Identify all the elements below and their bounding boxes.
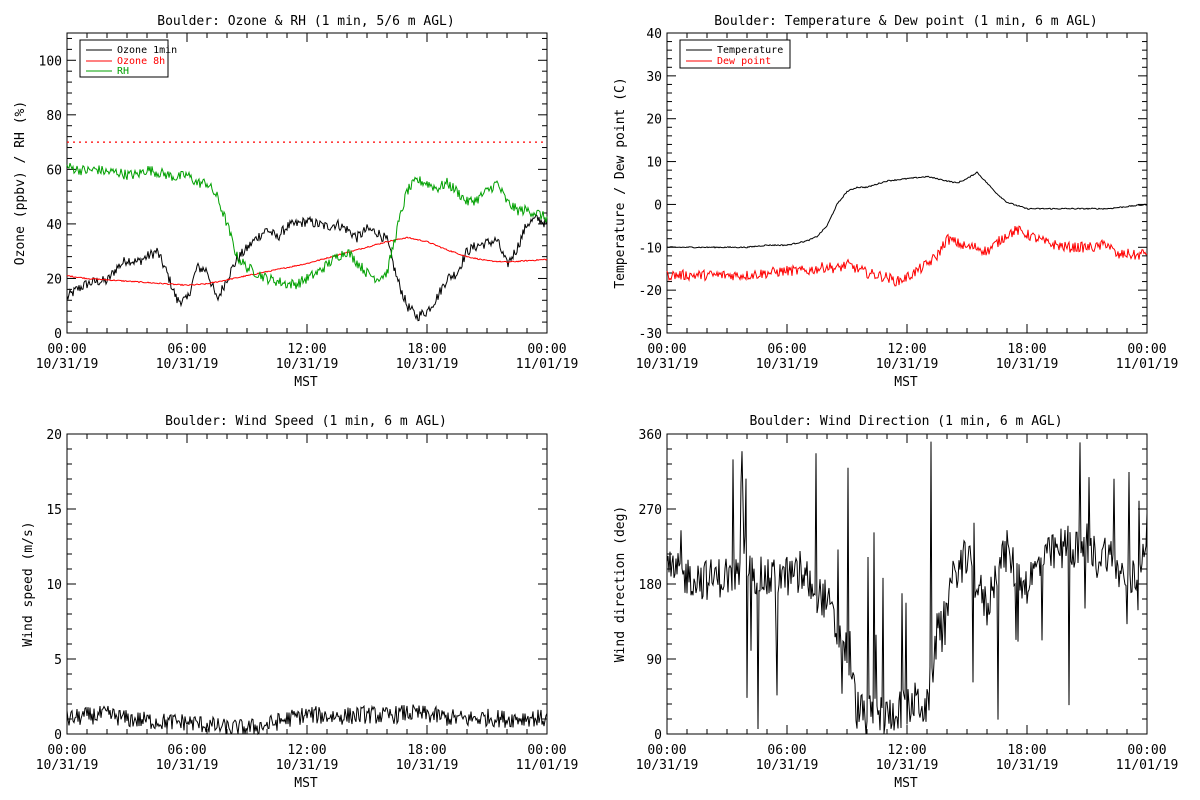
x-tick-label: 00:00 bbox=[527, 342, 566, 357]
x-tick-label: 00:00 bbox=[1127, 342, 1166, 357]
y-tick-label: 10 bbox=[46, 578, 62, 593]
y-axis-label: Wind speed (m/s) bbox=[21, 521, 36, 646]
y-tick-label: 10 bbox=[646, 156, 662, 171]
x-tick-date: 10/31/19 bbox=[876, 357, 939, 372]
y-tick-label: 0 bbox=[54, 327, 62, 342]
y-tick-label: -20 bbox=[639, 284, 662, 299]
x-tick-date: 10/31/19 bbox=[396, 758, 459, 773]
series-line bbox=[66, 162, 548, 290]
x-tick-label: 00:00 bbox=[47, 743, 86, 758]
x-tick-label: 00:00 bbox=[647, 743, 686, 758]
x-tick-date: 10/31/19 bbox=[636, 758, 699, 773]
y-tick-label: 90 bbox=[646, 653, 662, 668]
x-tick-date: 11/01/19 bbox=[516, 758, 579, 773]
x-tick-label: 00:00 bbox=[647, 342, 686, 357]
series-line bbox=[66, 236, 548, 287]
x-tick-date: 10/31/19 bbox=[756, 357, 819, 372]
y-tick-label: 15 bbox=[46, 503, 62, 518]
y-tick-label: -10 bbox=[639, 241, 662, 256]
x-tick-date: 10/31/19 bbox=[756, 758, 819, 773]
y-tick-label: 0 bbox=[654, 728, 662, 743]
x-tick-label: 18:00 bbox=[407, 743, 446, 758]
plot-frame bbox=[666, 32, 1148, 334]
y-tick-label: 270 bbox=[639, 503, 662, 518]
y-tick-label: -30 bbox=[639, 327, 662, 342]
y-tick-label: 40 bbox=[646, 27, 662, 42]
x-tick-label: 12:00 bbox=[287, 342, 326, 357]
y-tick-label: 30 bbox=[646, 70, 662, 85]
x-tick-date: 10/31/19 bbox=[636, 357, 699, 372]
legend: Temperature Dew point bbox=[679, 39, 791, 69]
x-tick-label: 06:00 bbox=[767, 743, 806, 758]
y-tick-label: 100 bbox=[39, 54, 62, 69]
panel-wind-direction: Boulder: Wind Direction (1 min, 6 m AGL)… bbox=[613, 414, 1178, 791]
chart-title: Boulder: Wind Direction (1 min, 6 m AGL) bbox=[749, 414, 1062, 429]
x-tick-label: 00:00 bbox=[527, 743, 566, 758]
plot-frame bbox=[66, 433, 548, 735]
chart-title: Boulder: Wind Speed (1 min, 6 m AGL) bbox=[165, 414, 447, 429]
x-tick-label: 00:00 bbox=[47, 342, 86, 357]
x-tick-date: 10/31/19 bbox=[996, 357, 1059, 372]
series-line bbox=[66, 213, 548, 322]
legend: Ozone 1min Ozone 8h RH bbox=[79, 39, 177, 78]
legend-entry: Temperature bbox=[717, 45, 783, 56]
panel-ozone-rh: Boulder: Ozone & RH (1 min, 5/6 m AGL) 0… bbox=[13, 14, 578, 390]
y-tick-label: 20 bbox=[46, 272, 62, 287]
y-tick-label: 80 bbox=[46, 109, 62, 124]
legend-entry: RH bbox=[117, 66, 129, 77]
x-tick-label: 12:00 bbox=[287, 743, 326, 758]
y-axis-label: Wind direction (deg) bbox=[613, 506, 628, 663]
chart-title: Boulder: Ozone & RH (1 min, 5/6 m AGL) bbox=[157, 14, 454, 29]
y-axis-label: Ozone (ppbv) / RH (%) bbox=[13, 101, 28, 265]
x-tick-date: 10/31/19 bbox=[996, 758, 1059, 773]
x-axis-label: MST bbox=[894, 375, 918, 390]
x-tick-label: 18:00 bbox=[407, 342, 446, 357]
panel-wind-speed: Boulder: Wind Speed (1 min, 6 m AGL) 00:… bbox=[21, 414, 578, 791]
y-axis-label: Temperature / Dew point (C) bbox=[613, 77, 628, 288]
x-tick-date: 11/01/19 bbox=[1116, 758, 1179, 773]
y-tick-label: 360 bbox=[639, 428, 662, 443]
x-tick-date: 10/31/19 bbox=[876, 758, 939, 773]
x-tick-date: 10/31/19 bbox=[276, 758, 339, 773]
x-tick-date: 10/31/19 bbox=[276, 357, 339, 372]
y-tick-label: 0 bbox=[54, 728, 62, 743]
y-tick-label: 20 bbox=[46, 428, 62, 443]
plot-frame bbox=[66, 32, 548, 334]
legend-entry: Dew point bbox=[717, 56, 771, 67]
series-line bbox=[66, 704, 548, 736]
series-line bbox=[666, 225, 1148, 287]
x-tick-label: 18:00 bbox=[1007, 743, 1046, 758]
y-tick-label: 0 bbox=[654, 198, 662, 213]
legend-entry: Ozone 1min bbox=[117, 45, 177, 56]
y-tick-label: 20 bbox=[646, 113, 662, 128]
x-tick-label: 12:00 bbox=[887, 743, 926, 758]
x-tick-label: 06:00 bbox=[167, 342, 206, 357]
y-tick-label: 5 bbox=[54, 653, 62, 668]
chart-title: Boulder: Temperature & Dew point (1 min,… bbox=[714, 14, 1098, 29]
y-tick-label: 60 bbox=[46, 163, 62, 178]
x-tick-date: 10/31/19 bbox=[156, 357, 219, 372]
x-tick-label: 06:00 bbox=[167, 743, 206, 758]
x-tick-date: 10/31/19 bbox=[396, 357, 459, 372]
x-tick-date: 11/01/19 bbox=[516, 357, 579, 372]
x-tick-label: 18:00 bbox=[1007, 342, 1046, 357]
series-line bbox=[666, 441, 1148, 735]
y-tick-label: 40 bbox=[46, 218, 62, 233]
x-tick-label: 12:00 bbox=[887, 342, 926, 357]
series-line bbox=[666, 171, 1148, 249]
panel-temperature-dewpoint: Boulder: Temperature & Dew point (1 min,… bbox=[613, 14, 1178, 390]
x-tick-date: 10/31/19 bbox=[36, 357, 99, 372]
legend-entry: Ozone 8h bbox=[117, 56, 165, 67]
x-tick-label: 06:00 bbox=[767, 342, 806, 357]
x-axis-label: MST bbox=[894, 776, 918, 791]
y-tick-label: 180 bbox=[639, 578, 662, 593]
x-tick-date: 10/31/19 bbox=[36, 758, 99, 773]
x-axis-label: MST bbox=[294, 375, 318, 390]
x-tick-date: 11/01/19 bbox=[1116, 357, 1179, 372]
x-tick-date: 10/31/19 bbox=[156, 758, 219, 773]
legend-box bbox=[679, 39, 791, 69]
x-axis-label: MST bbox=[294, 776, 318, 791]
x-tick-label: 00:00 bbox=[1127, 743, 1166, 758]
